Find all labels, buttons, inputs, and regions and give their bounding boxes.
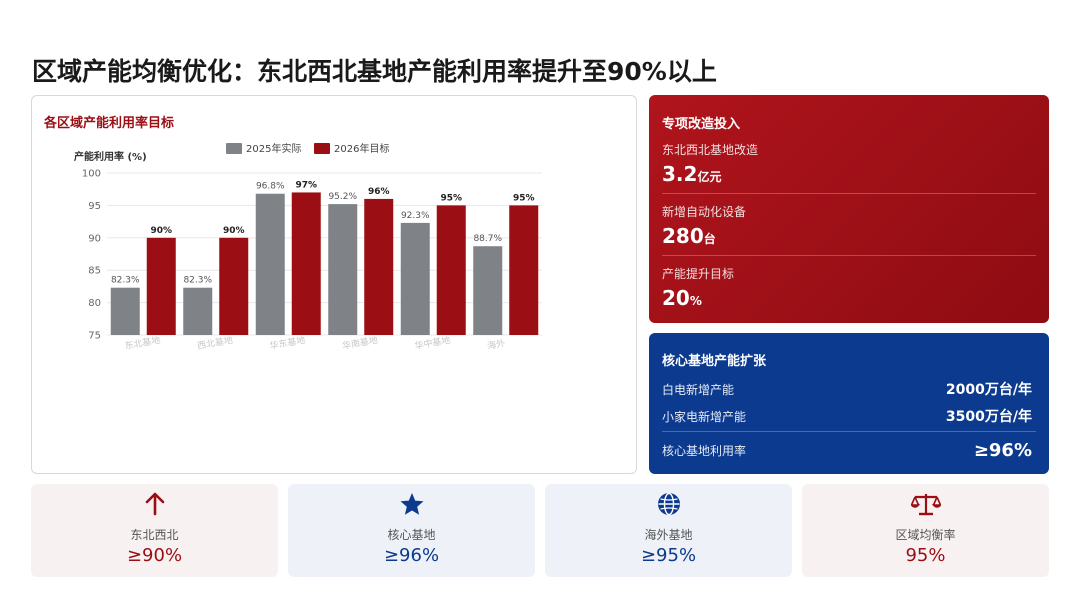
chart-card: 各区域产能利用率目标 产能利用率 (%) 75 80 85 90 95 100 2025年实际… [31,95,637,474]
legend-swatch [314,143,330,154]
investment-label: 产能提升目标 [662,267,735,281]
divider [662,431,1036,432]
investment-unit: 台 [703,232,716,246]
legend-swatch [226,143,242,154]
chart-title: 各区域产能利用率目标 [44,116,175,131]
y-tick-label: 100 [82,169,101,180]
investment-value: 3.2 [662,162,698,186]
bar-chart: 产能利用率 (%) 75 80 85 90 95 100 2025年实际 2026年目标 82.3… [74,142,542,352]
kpi-value: ≥96% [383,545,440,566]
data-label: 95% [440,193,462,203]
kpi-label: 区域均衡率 [895,528,956,542]
legend-label: 2025年实际 [246,142,301,155]
kpi-card: 东北西北 ≥90% [31,484,278,577]
data-label: 95.2% [328,192,357,202]
chart-bar [183,287,213,335]
y-tick-label: 95 [88,201,101,212]
investment-title: 专项改造投入 [662,117,741,132]
data-label: 90% [150,226,172,236]
y-tick-label: 90 [88,233,101,244]
investment-card: 专项改造投入 东北西北基地改造 3.2亿元 新增自动化设备 280台 产能提升目… [649,95,1049,323]
kpi-card: 核心基地 ≥96% [288,484,535,577]
data-label: 82.3% [183,276,212,286]
data-label: 82.3% [111,276,140,286]
legend-label: 2026年目标 [334,142,389,155]
data-label: 96% [368,187,390,197]
globe-icon [657,492,680,516]
chart-bar [328,204,358,335]
chart-bar [110,287,140,335]
kpi-label: 核心基地 [387,528,436,542]
x-tick-label: 华中基地 [414,334,452,352]
investment-unit: 亿元 [697,170,722,184]
expansion-value: ≥96% [973,440,1032,461]
y-tick-label: 75 [88,331,101,342]
chart-bar [255,193,285,335]
kpi-value: 95% [905,545,946,566]
chart-bar [400,222,430,335]
y-tick-label: 80 [88,298,101,309]
investment-label: 新增自动化设备 [662,205,747,219]
data-label: 95% [513,193,535,203]
balance-scale-icon [910,494,941,516]
divider [662,255,1036,256]
investment-item: 东北西北基地改造 3.2亿元 [662,141,758,186]
data-label: 97% [295,180,317,190]
arrow-up-icon [145,492,164,516]
data-label: 90% [223,226,245,236]
investment-item: 新增自动化设备 280台 [662,203,746,248]
chart-bar [364,198,394,335]
expansion-label: 核心基地利用率 [662,444,747,458]
x-tick-label: 华东基地 [269,334,307,352]
expansion-card: 核心基地产能扩张 白电新增产能 2000万台/年 小家电新增产能 3500万台/… [649,333,1049,474]
kpi-label: 东北西北 [130,528,179,542]
data-label: 96.8% [256,182,285,192]
kpi-value: ≥90% [126,545,183,566]
investment-value: 280 [662,224,704,248]
expansion-label: 小家电新增产能 [662,409,747,424]
y-axis-label: 产能利用率 (%) [74,150,147,163]
chart-bar [291,192,321,335]
chart-bar [219,237,249,335]
kpi-label: 海外基地 [644,528,693,542]
data-label: 88.7% [473,234,502,244]
expansion-row: 小家电新增产能 3500万台/年 [662,406,1032,426]
chart-bar [509,205,539,335]
chart-bar [473,246,503,335]
divider [662,193,1036,194]
chart-bar [436,205,466,335]
investment-item: 产能提升目标 20% [662,265,734,310]
investment-label: 东北西北基地改造 [662,143,759,157]
star-icon [400,493,423,515]
y-tick-label: 85 [88,266,101,277]
kpi-value: ≥95% [640,545,697,566]
chart-bar [146,237,176,335]
expansion-row: 核心基地利用率 ≥96% [662,440,1032,461]
page-title: 区域产能均衡优化：东北西北基地产能利用率提升至90%以上 [32,57,717,86]
x-tick-label: 海外 [486,337,506,352]
kpi-card: 区域均衡率 95% [802,484,1049,577]
investment-unit: % [689,294,702,308]
expansion-label: 白电新增产能 [662,382,735,397]
kpi-card: 海外基地 ≥95% [545,484,792,577]
investment-value: 20 [662,286,690,310]
expansion-title: 核心基地产能扩张 [662,354,767,369]
x-tick-label: 西北基地 [196,334,234,352]
expansion-value: 3500万台/年 [945,409,1032,425]
data-label: 92.3% [401,211,430,221]
expansion-row: 白电新增产能 2000万台/年 [662,379,1032,399]
x-tick-label: 华南基地 [341,334,379,352]
x-tick-label: 东北基地 [124,334,162,352]
expansion-value: 2000万台/年 [945,382,1032,398]
